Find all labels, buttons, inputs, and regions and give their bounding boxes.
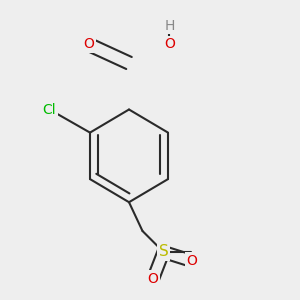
Text: Cl: Cl xyxy=(43,103,56,116)
Text: O: O xyxy=(83,38,94,51)
Text: S: S xyxy=(159,244,168,260)
Text: O: O xyxy=(164,38,175,51)
Text: O: O xyxy=(187,254,197,268)
Text: H: H xyxy=(164,19,175,32)
Text: O: O xyxy=(148,272,158,286)
Text: H: H xyxy=(164,19,175,32)
